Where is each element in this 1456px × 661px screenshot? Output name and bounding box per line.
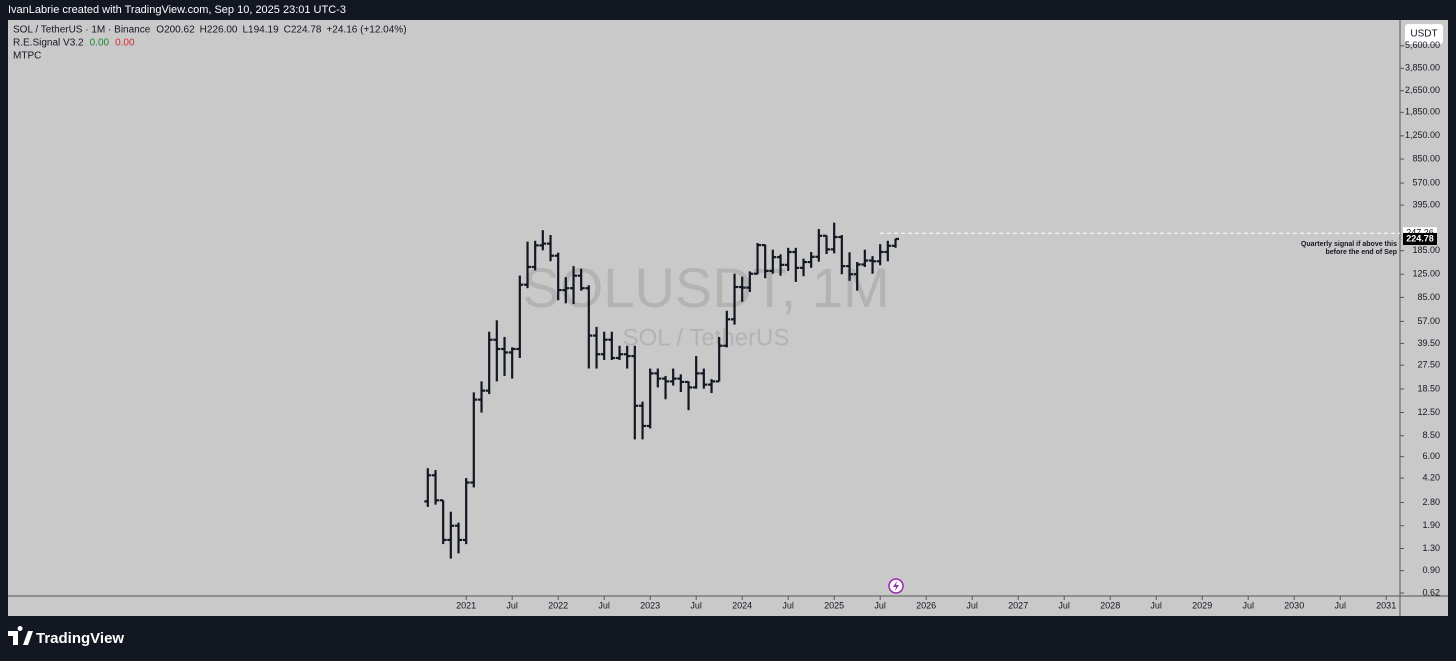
x-tick-label: Jul [1150, 600, 1162, 610]
y-tick-label: 1,250.00 [1405, 130, 1440, 140]
indicator-name: R.E.Signal V3.2 [13, 38, 84, 49]
legend: SOL / TetherUS · 1M · Binance O 200.62 H 226… [13, 25, 407, 62]
y-tick-label: 185.00 [1412, 245, 1440, 255]
indicator-name: MTPC [13, 51, 41, 62]
indicator-value: 0.00 [90, 38, 110, 49]
x-tick-label: 2029 [1192, 600, 1212, 610]
x-tick-label: 2025 [824, 600, 844, 610]
symbol: SOL / TetherUS · 1M · Binance [13, 25, 151, 36]
x-tick-label: 2027 [1008, 600, 1028, 610]
x-tick-label: 2024 [732, 600, 752, 610]
y-tick-label: 5,600.00 [1405, 40, 1440, 50]
y-tick-label: 1.30 [1422, 543, 1440, 553]
footer-brand: TradingView [36, 630, 124, 647]
x-tick-label: 2023 [640, 600, 660, 610]
price-line-label: 247.26 [1406, 228, 1434, 238]
credit: IvanLabrie created with TradingView.com,… [8, 4, 346, 16]
last-price-label: 224.78 [1406, 233, 1434, 243]
x-tick-label: Jul [598, 600, 610, 610]
x-tick-label: 2030 [1284, 600, 1304, 610]
ohlc-key: C [284, 25, 291, 36]
x-tick-label: Jul [966, 600, 978, 610]
chart-panel [8, 20, 1448, 616]
y-tick-label: 27.50 [1417, 360, 1440, 370]
x-tick-label: Jul [874, 600, 886, 610]
x-tick-label: 2026 [916, 600, 936, 610]
ohlc-key: L [242, 25, 248, 36]
y-tick-label: 570.00 [1412, 177, 1440, 187]
y-tick-label: 39.50 [1417, 338, 1440, 348]
watermark-text: SOL / TetherUS [623, 324, 790, 351]
y-tick-label: 2,650.00 [1405, 85, 1440, 95]
x-tick-label: 2021 [456, 600, 476, 610]
ohlc-key: O [156, 25, 164, 36]
footer-logo [8, 626, 33, 645]
y-tick-label: 850.00 [1412, 153, 1440, 163]
x-tick-label: 2022 [548, 600, 568, 610]
ohlc-value: 200.62 [164, 25, 195, 36]
currency-button[interactable] [1405, 24, 1443, 44]
y-tick-label: 2.80 [1422, 497, 1440, 507]
y-tick-label: 57.00 [1417, 316, 1440, 326]
y-tick-label: 1.90 [1422, 520, 1440, 530]
indicator-value: 0.00 [115, 38, 135, 49]
y-tick-label: 395.00 [1412, 199, 1440, 209]
ohlc-key: H [200, 25, 207, 36]
annotation: Quarterly signal if above this [1301, 241, 1397, 248]
ohlc-value: 226.00 [207, 25, 238, 36]
y-tick-label: 0.62 [1422, 587, 1440, 597]
x-tick-label: Jul [1334, 600, 1346, 610]
change: +24.16 (+12.04%) [326, 25, 406, 36]
x-tick-label: Jul [506, 600, 518, 610]
y-tick-label: 12.50 [1417, 407, 1440, 417]
y-tick-label: 8.50 [1422, 430, 1440, 440]
x-tick-label: Jul [1242, 600, 1254, 610]
x-tick-label: Jul [782, 600, 794, 610]
y-tick-label: 85.00 [1417, 292, 1440, 302]
annotation: before the end of Sep [1325, 249, 1397, 256]
y-tick-label: 125.00 [1412, 269, 1440, 279]
y-tick-label: 3,850.00 [1405, 63, 1440, 73]
watermark-text: SOLUSDT, 1M [522, 256, 889, 319]
ohlc-value: 194.19 [248, 25, 279, 36]
x-tick-label: Jul [1058, 600, 1070, 610]
x-tick-label: Jul [690, 600, 702, 610]
events-bolt [893, 581, 899, 591]
x-tick-label: 2028 [1100, 600, 1120, 610]
logo-mark [8, 626, 33, 645]
x-tick-label: 2031 [1376, 600, 1396, 610]
y-tick-label: 18.50 [1417, 383, 1440, 393]
y-tick-label: 1,850.00 [1405, 107, 1440, 117]
ohlc-value: 224.78 [291, 25, 322, 36]
y-tick-label: 0.90 [1422, 565, 1440, 575]
y-tick-label: 4.20 [1422, 472, 1440, 482]
y-tick-label: 6.00 [1422, 451, 1440, 461]
last-price-tag [1403, 232, 1437, 245]
currency-label[interactable]: USDT [1410, 29, 1437, 40]
